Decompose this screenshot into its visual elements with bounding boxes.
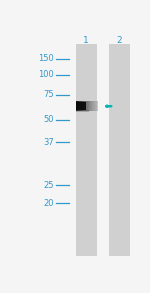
Bar xyxy=(94,101,95,111)
Bar xyxy=(78,101,79,111)
Text: 1: 1 xyxy=(83,36,89,45)
Bar xyxy=(93,101,94,111)
Bar xyxy=(76,101,77,111)
Bar xyxy=(92,101,93,111)
Bar xyxy=(95,101,96,111)
Text: 150: 150 xyxy=(38,54,54,63)
Text: 20: 20 xyxy=(43,199,54,208)
Text: 2: 2 xyxy=(117,36,122,45)
Bar xyxy=(86,101,87,111)
Bar xyxy=(77,101,78,111)
Bar xyxy=(76,44,97,256)
Bar xyxy=(87,101,88,111)
Bar xyxy=(82,101,83,111)
Text: 75: 75 xyxy=(43,91,54,99)
Bar xyxy=(90,101,91,111)
Bar xyxy=(79,101,80,111)
Bar xyxy=(76,110,89,112)
Bar xyxy=(91,101,92,111)
Text: 50: 50 xyxy=(43,115,54,124)
Bar xyxy=(80,101,81,111)
Bar xyxy=(96,101,97,111)
Bar xyxy=(81,101,82,111)
Bar xyxy=(88,101,89,111)
Bar xyxy=(85,101,86,111)
Text: 100: 100 xyxy=(38,70,54,79)
Bar xyxy=(89,101,90,111)
Bar xyxy=(84,101,85,111)
Text: 37: 37 xyxy=(43,138,54,147)
Bar xyxy=(97,101,98,111)
Text: 25: 25 xyxy=(43,181,54,190)
Bar xyxy=(109,44,130,256)
Bar xyxy=(76,102,86,110)
Bar xyxy=(83,101,84,111)
